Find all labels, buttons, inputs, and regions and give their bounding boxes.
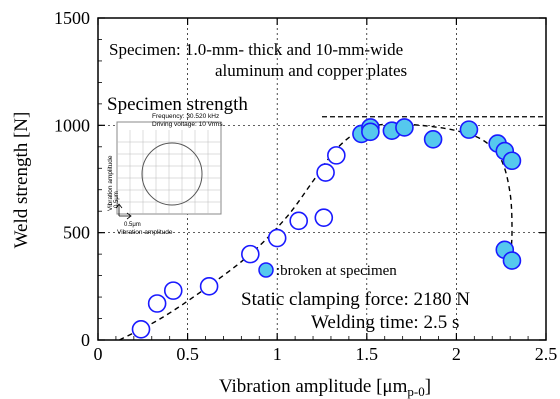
specimen-line1: Specimen: 1.0-mm- thick and 10-mm-wide bbox=[109, 40, 403, 59]
legend-marker bbox=[258, 262, 274, 278]
broken-point bbox=[502, 151, 522, 171]
x-axis-label-main: Vibration amplitude [μm bbox=[219, 376, 408, 397]
broken-point bbox=[395, 118, 414, 137]
x-tick-label: 0.5 bbox=[176, 344, 199, 364]
x-tick-label: 2 bbox=[452, 344, 461, 364]
open-point bbox=[147, 294, 167, 313]
open-point bbox=[241, 244, 260, 264]
x-axis-label: Vibration amplitude [μmp-0] bbox=[219, 376, 431, 399]
open-point bbox=[267, 228, 287, 248]
inset-voltage: Driving voltage: 10 Vrms bbox=[152, 121, 223, 128]
specimen-line2: aluminum and copper plates bbox=[215, 61, 407, 80]
inset-xlabel: Vibration amplitude bbox=[117, 229, 173, 236]
plot-frame bbox=[97, 17, 547, 341]
inset-lissajous-figure: Frequency: 30.520 kHz Driving voltage: 1… bbox=[107, 113, 223, 236]
broken-point bbox=[423, 129, 443, 149]
tick-layer: 0 0.5 1 1.5 2 2.5 0 500 1000 1500 bbox=[54, 8, 557, 364]
open-point bbox=[163, 281, 183, 300]
open-point bbox=[327, 146, 346, 165]
x-axis-label-sub: p-0 bbox=[407, 384, 424, 399]
y-tick-label: 0 bbox=[81, 330, 90, 350]
inset-grid bbox=[117, 130, 221, 214]
inset-ylabel: Vibration amplitude bbox=[107, 155, 114, 211]
clamping-force: Static clamping force: 2180 N bbox=[241, 289, 470, 310]
open-point bbox=[131, 319, 151, 339]
open-point bbox=[314, 208, 334, 227]
y-tick-label: 500 bbox=[63, 223, 90, 243]
legend-label: :broken at specimen bbox=[276, 263, 397, 279]
inset-axis-arrows bbox=[115, 203, 132, 220]
x-axis-label-close: ] bbox=[425, 376, 431, 397]
x-tick-label: 1 bbox=[273, 344, 282, 364]
y-axis-label: Weld strength [N] bbox=[11, 112, 32, 249]
inset-frequency: Frequency: 30.520 kHz bbox=[152, 113, 219, 120]
x-tick-label: 1.5 bbox=[356, 344, 379, 364]
open-point bbox=[199, 277, 219, 296]
x-tick-label: 2.5 bbox=[535, 344, 558, 364]
broken-point bbox=[361, 122, 380, 142]
y-tick-label: 1500 bbox=[54, 8, 90, 28]
broken-point bbox=[459, 120, 479, 139]
open-point bbox=[289, 211, 309, 231]
inset-ysub: 0.5μm bbox=[114, 191, 120, 208]
broken-point bbox=[502, 251, 522, 270]
inset-ellipse bbox=[141, 142, 203, 206]
welding-time: Welding time: 2.5 s bbox=[311, 312, 459, 333]
open-point bbox=[316, 163, 335, 182]
x-tick-label: 0 bbox=[94, 344, 103, 364]
data-markers bbox=[131, 118, 522, 339]
specimen-strength-label: Specimen strength bbox=[107, 94, 248, 115]
y-tick-label: 1000 bbox=[54, 115, 90, 135]
inset-xsub: 0.5μm bbox=[124, 222, 141, 228]
